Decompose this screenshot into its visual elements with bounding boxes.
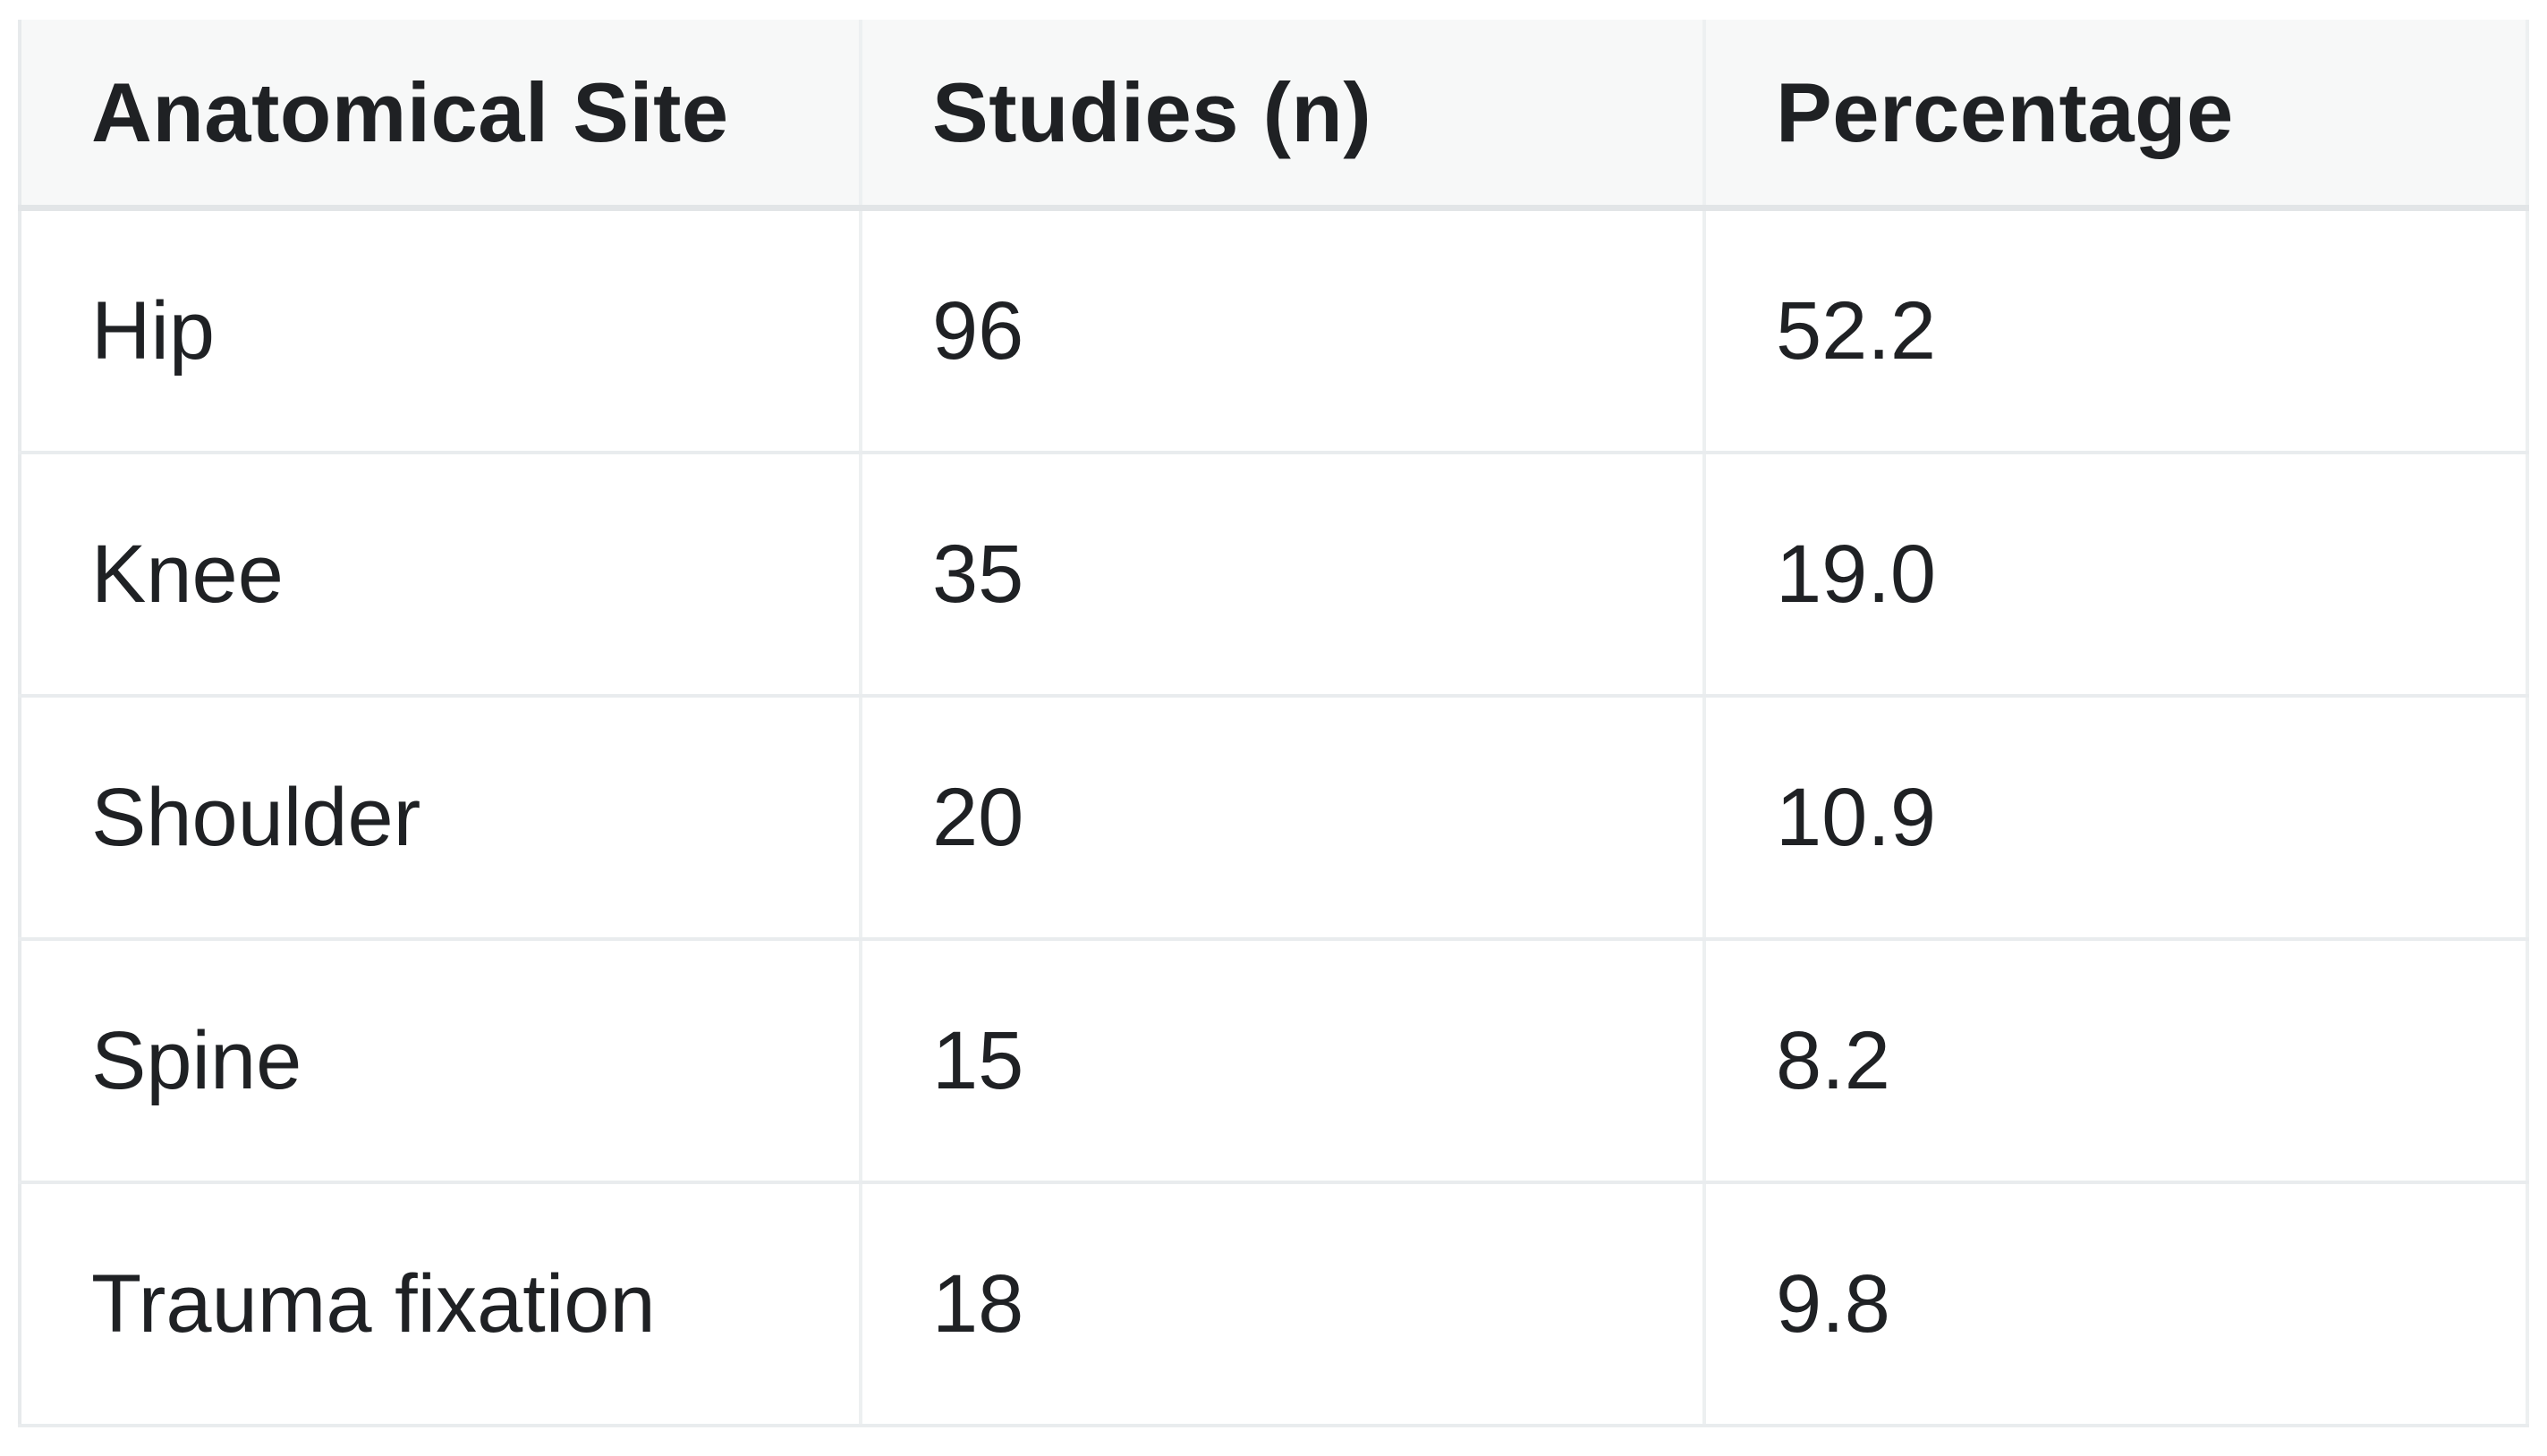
table-row: Hip 96 52.2 xyxy=(18,207,2529,454)
cell-percentage: 10.9 xyxy=(1702,696,2529,941)
cell-site: Knee xyxy=(18,453,862,698)
table-row: Shoulder 20 10.9 xyxy=(18,696,2529,941)
cell-studies: 15 xyxy=(859,939,1706,1184)
column-header-anatomical-site: Anatomical Site xyxy=(18,20,862,211)
anatomical-site-table-container: Anatomical Site Studies (n) Percentage H… xyxy=(18,20,2529,1427)
cell-percentage: 8.2 xyxy=(1702,939,2529,1184)
table-row: Trauma fixation 18 9.8 xyxy=(18,1182,2529,1427)
cell-site: Trauma fixation xyxy=(18,1182,862,1427)
cell-percentage: 19.0 xyxy=(1702,453,2529,698)
header-row: Anatomical Site Studies (n) Percentage xyxy=(18,20,2529,211)
table-row: Spine 15 8.2 xyxy=(18,939,2529,1184)
cell-studies: 35 xyxy=(859,453,1706,698)
anatomical-site-distribution-table: Anatomical Site Studies (n) Percentage H… xyxy=(18,20,2529,1427)
cell-site: Spine xyxy=(18,939,862,1184)
cell-studies: 20 xyxy=(859,696,1706,941)
cell-percentage: 9.8 xyxy=(1702,1182,2529,1427)
cell-studies: 18 xyxy=(859,1182,1706,1427)
column-header-studies-n: Studies (n) xyxy=(859,20,1706,211)
cell-studies: 96 xyxy=(859,207,1706,454)
column-header-percentage: Percentage xyxy=(1702,20,2529,211)
cell-site: Shoulder xyxy=(18,696,862,941)
cell-site: Hip xyxy=(18,207,862,454)
cell-percentage: 52.2 xyxy=(1702,207,2529,454)
table-row: Knee 35 19.0 xyxy=(18,453,2529,698)
